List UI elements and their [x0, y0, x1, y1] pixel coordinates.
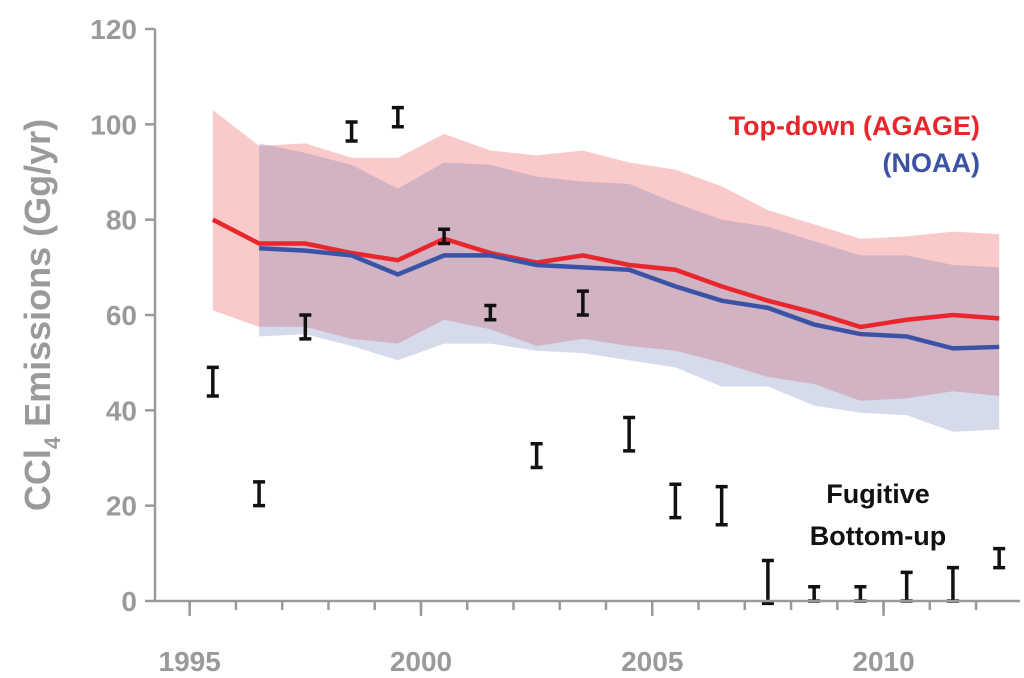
- legend-entry: (NOAA): [883, 148, 980, 178]
- error-bar: [530, 441, 543, 470]
- line: [211, 217, 1000, 330]
- y-axis-label: CCl4 Emissions (Gg/yr): [17, 119, 65, 511]
- error-bar: [993, 546, 1006, 570]
- error-bar: [623, 415, 636, 453]
- line: [258, 246, 1000, 351]
- error-bar: [345, 120, 358, 143]
- legend-entry: Top-down (AGAGE): [729, 111, 980, 141]
- error-bar: [438, 227, 451, 246]
- y-label-subscript: 4: [40, 436, 65, 449]
- error-bar: [484, 303, 497, 322]
- error-bar: [669, 482, 682, 520]
- error-bar: [715, 484, 728, 527]
- x-tick-label: 1995: [159, 646, 221, 673]
- x-tick-label: 2005: [621, 646, 683, 673]
- error-bar: [808, 584, 821, 603]
- y-tick-label: 20: [106, 491, 137, 522]
- error-bar: [391, 105, 404, 129]
- error-bar: [299, 313, 312, 341]
- uncertainty-band: [212, 110, 1000, 401]
- x-tick-label: 2010: [852, 646, 914, 673]
- y-tick-label: 0: [121, 586, 137, 617]
- error-bar: [206, 365, 219, 398]
- y-tick-label: 60: [106, 300, 137, 331]
- y-tick-label: 40: [106, 395, 137, 426]
- uncertainty-band: [259, 143, 1000, 432]
- error-bar: [854, 584, 867, 603]
- error-bar: [946, 565, 959, 603]
- bottom-up-label: Bottom-up: [810, 521, 946, 551]
- error-bar: [253, 480, 266, 508]
- x-tick-label: 2000: [390, 646, 452, 673]
- error-bar: [576, 289, 589, 317]
- y-label-part: Emissions (Gg/yr): [17, 119, 58, 437]
- y-tick-label: 80: [106, 205, 137, 236]
- error-bar: [761, 558, 774, 606]
- error-bar: [900, 570, 913, 603]
- y-tick-label: 120: [90, 14, 137, 45]
- y-tick-label: 100: [90, 109, 137, 140]
- y-label-part: CCl: [17, 449, 58, 511]
- bottom-up-label: Fugitive: [826, 479, 930, 509]
